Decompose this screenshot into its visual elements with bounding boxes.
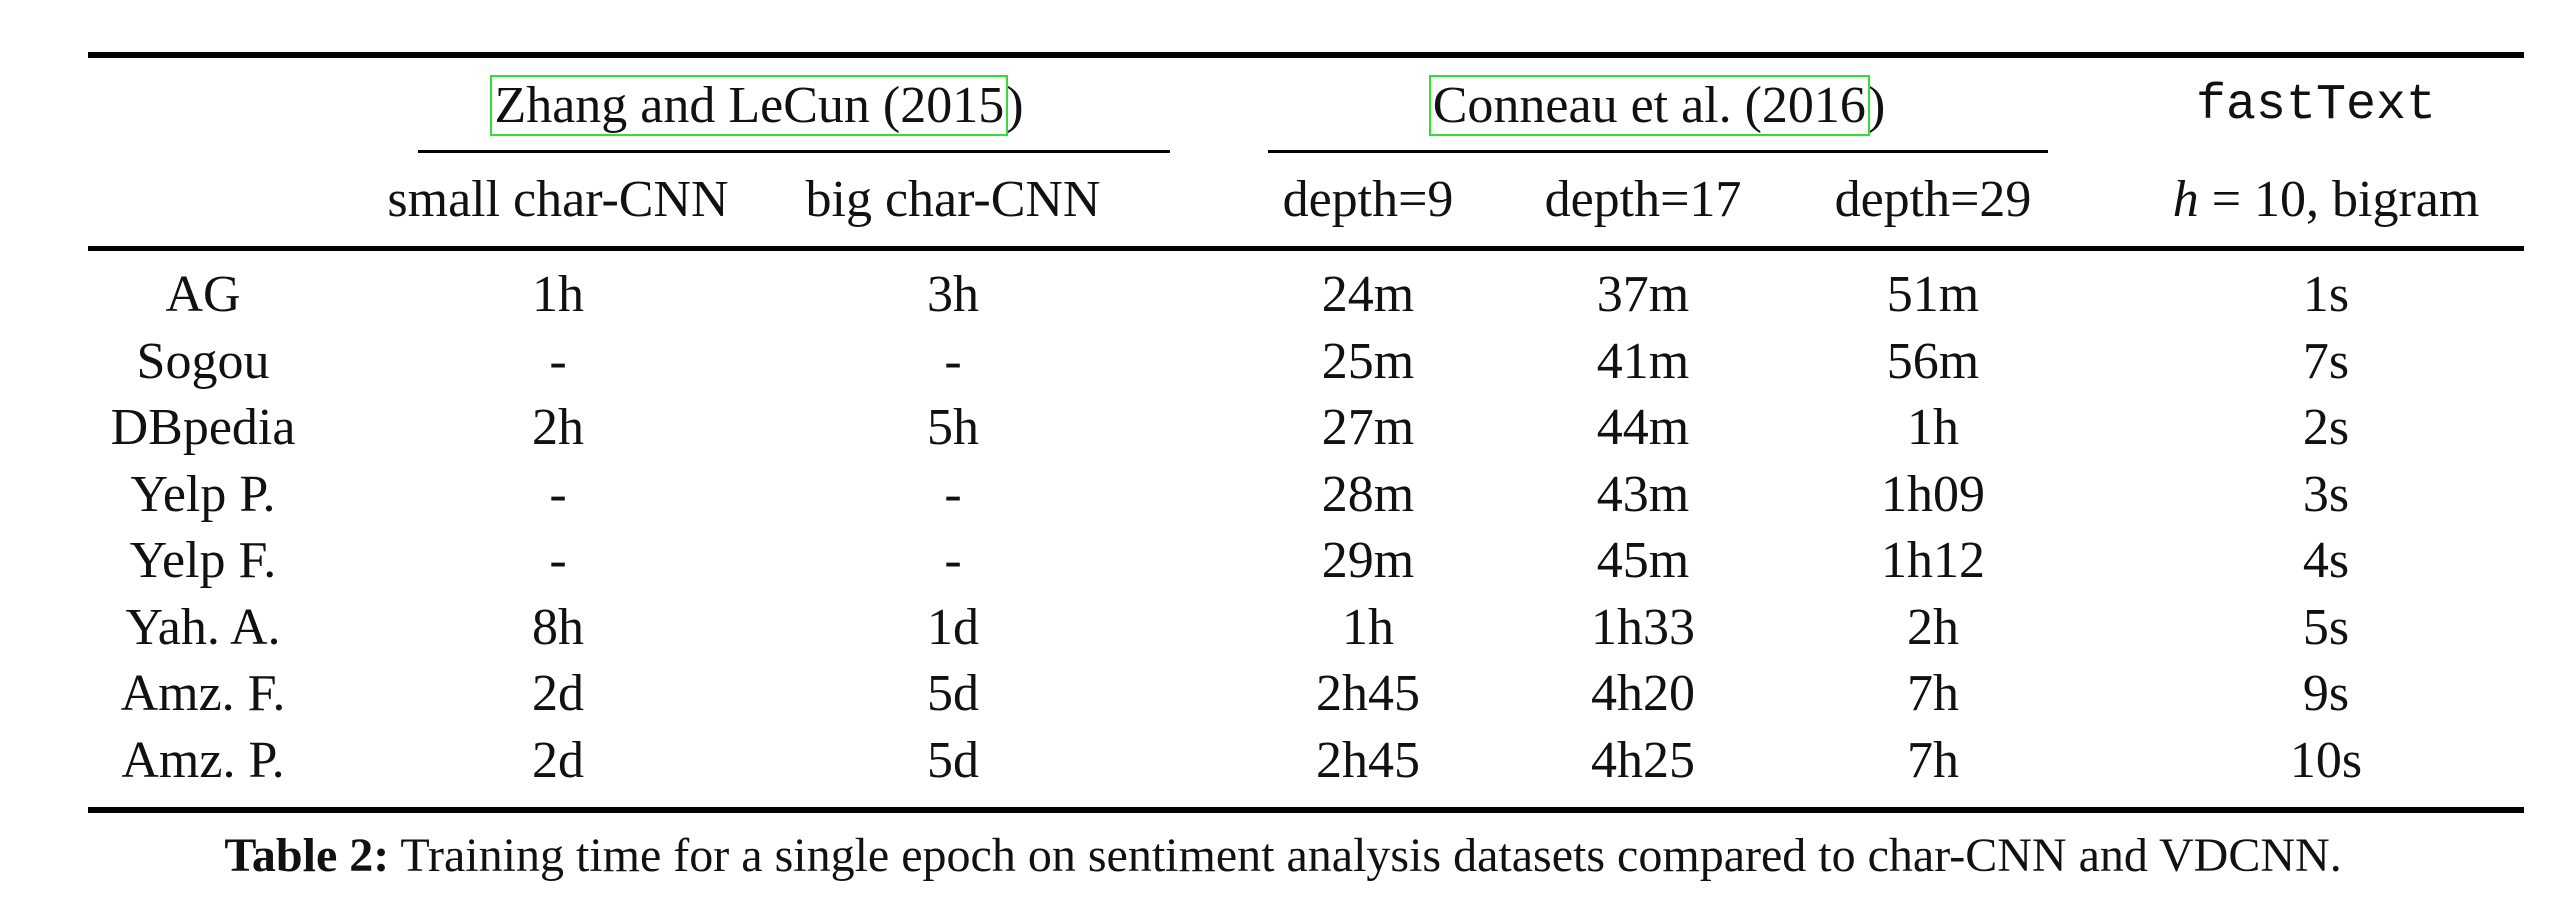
table-row: Amz. P. 2d 5d 2h45 4h25 7h 10s (88, 728, 2524, 794)
cell-big-char-cnn: - (944, 532, 962, 589)
citation-link-zhang[interactable]: Zhang and LeCun (2015 (490, 75, 1009, 136)
cell-depth9: 25m (1321, 332, 1415, 390)
cell-depth9: 1h (1342, 598, 1394, 656)
cell-depth17: 1h33 (1591, 598, 1695, 656)
citation-link-conneau[interactable]: Conneau et al. (2016 (1428, 75, 1870, 136)
group-underline-zhang (418, 150, 1170, 153)
cell-fasttext: 5s (2302, 598, 2350, 656)
group-underline-conneau (1268, 150, 2048, 153)
cell-fasttext: 1s (2302, 266, 2350, 323)
cell-big-char-cnn: 5d (927, 731, 979, 789)
cell-depth17: 41m (1596, 332, 1690, 390)
table-row: DBpedia 2h 5h 27m 44m 1h 2s (88, 395, 2524, 461)
table-row: Yelp F. - - 29m 45m 1h12 4s (88, 528, 2524, 594)
table-row: Amz. F. 2d 5d 2h45 4h20 7h 9s (88, 661, 2524, 727)
table-row: Sogou - - 25m 41m 56m 7s (88, 329, 2524, 395)
cell-depth29: 7h (1907, 731, 1959, 789)
cell-depth9: 24m (1321, 266, 1415, 323)
cell-depth9: 28m (1321, 465, 1415, 523)
cell-dataset: Sogou (136, 332, 270, 390)
table-caption: Table 2: Training time for a single epoc… (0, 826, 2566, 886)
cell-depth29: 1h12 (1881, 532, 1985, 589)
cell-dataset: Yah. A. (125, 598, 281, 656)
bottom-rule (88, 807, 2524, 813)
top-rule (88, 52, 2524, 58)
cell-dataset: Yelp F. (129, 532, 277, 589)
table-row: Yelp P. - - 28m 43m 1h09 3s (88, 462, 2524, 528)
cell-big-char-cnn: - (944, 465, 962, 523)
cell-small-char-cnn: 1h (532, 266, 584, 323)
cell-depth29: 2h (1907, 598, 1959, 656)
cell-depth29: 7h (1907, 665, 1959, 722)
cell-depth29: 1h09 (1881, 465, 1985, 523)
cell-dataset: AG (165, 266, 241, 323)
cell-depth9: 29m (1321, 532, 1415, 589)
cell-fasttext: 10s (2289, 731, 2363, 789)
cell-fasttext: 2s (2302, 399, 2350, 456)
cell-small-char-cnn: - (549, 332, 567, 390)
cell-depth17: 44m (1596, 399, 1690, 456)
cell-dataset: Yelp P. (130, 465, 276, 523)
cell-fasttext: 9s (2302, 665, 2350, 722)
cell-dataset: Amz. F. (120, 665, 286, 722)
cell-depth29: 1h (1907, 399, 1959, 456)
cell-small-char-cnn: - (549, 532, 567, 589)
cell-depth17: 37m (1596, 266, 1690, 323)
cell-depth17: 4h25 (1591, 731, 1695, 789)
header-rule (88, 246, 2524, 251)
col-header-depth17: depth=17 (1544, 171, 1742, 228)
cell-big-char-cnn: - (944, 332, 962, 390)
cell-small-char-cnn: 2d (532, 665, 584, 722)
cell-small-char-cnn: 2h (532, 399, 584, 456)
cell-depth17: 45m (1596, 532, 1690, 589)
cell-depth9: 2h45 (1316, 665, 1420, 722)
cell-big-char-cnn: 5h (927, 399, 979, 456)
col-header-small-char-cnn: small char-CNN (387, 171, 729, 228)
table-row: AG 1h 3h 24m 37m 51m 1s (88, 262, 2524, 328)
col-header-depth9: depth=9 (1282, 171, 1454, 228)
col-header-big-char-cnn: big char-CNN (805, 171, 1101, 228)
cell-big-char-cnn: 1d (927, 598, 979, 656)
cell-depth9: 27m (1321, 399, 1415, 456)
cell-big-char-cnn: 5d (927, 665, 979, 722)
cell-depth17: 4h20 (1591, 665, 1695, 722)
group-header-conneau: Conneau et al. (2016) (1428, 75, 1886, 136)
cell-small-char-cnn: 2d (532, 731, 584, 789)
caption-label: Table 2: (224, 829, 390, 882)
cell-depth29: 51m (1886, 266, 1980, 323)
cell-dataset: DBpedia (110, 399, 296, 456)
cell-fasttext: 7s (2302, 332, 2350, 390)
cell-dataset: Amz. P. (121, 731, 285, 789)
table-row: Yah. A. 8h 1d 1h 1h33 2h 5s (88, 595, 2524, 661)
cell-depth9: 2h45 (1316, 731, 1420, 789)
group-header-zhang: Zhang and LeCun (2015) (490, 75, 1024, 136)
cell-small-char-cnn: - (549, 465, 567, 523)
cell-fasttext: 3s (2302, 465, 2350, 523)
cell-depth29: 56m (1886, 332, 1980, 390)
col-header-depth29: depth=29 (1834, 171, 2032, 228)
group-header-fasttext: fastText (2195, 77, 2437, 134)
cell-big-char-cnn: 3h (927, 266, 979, 323)
caption-text: Training time for a single epoch on sent… (389, 829, 2342, 882)
cell-fasttext: 4s (2302, 532, 2350, 589)
cell-depth17: 43m (1596, 465, 1690, 523)
cell-small-char-cnn: 8h (532, 598, 584, 656)
col-header-fasttext-config: h = 10, bigram (2172, 171, 2480, 228)
